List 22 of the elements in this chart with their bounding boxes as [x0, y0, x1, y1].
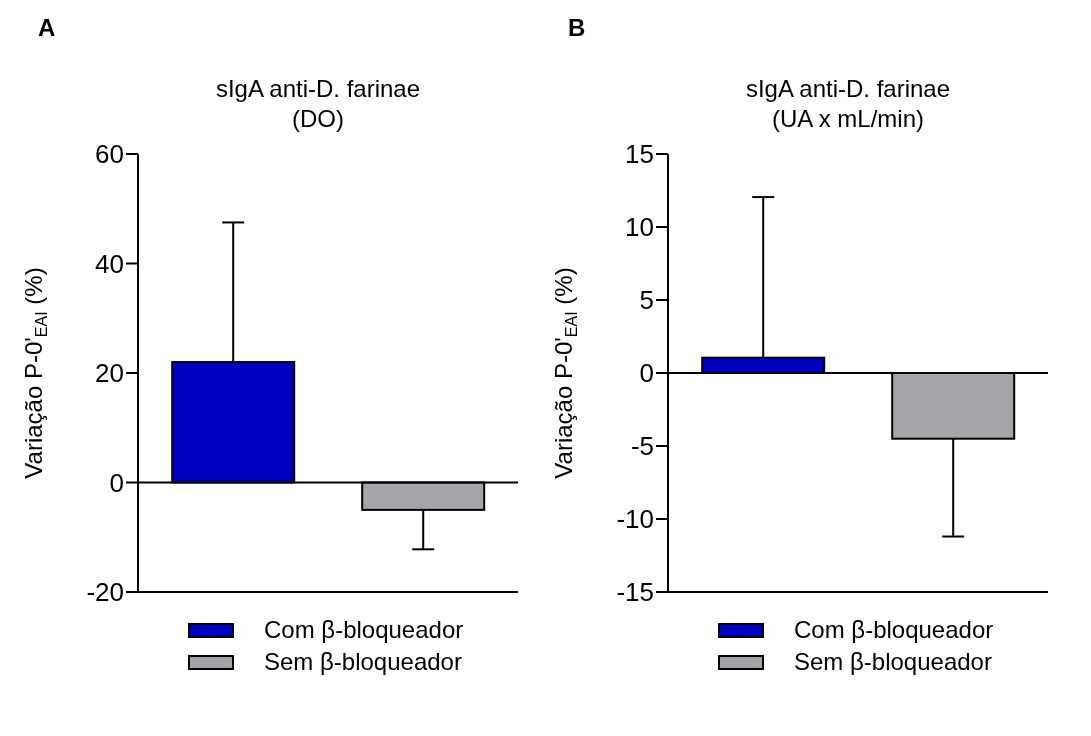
- chart-subtitle: (UA x mL/min): [771, 104, 925, 134]
- y-tick-label: 0: [639, 358, 654, 389]
- legend-label: Sem β-bloqueador: [264, 648, 462, 676]
- text: A: [38, 14, 56, 42]
- text: B: [568, 14, 586, 42]
- legend-label: Com β-bloqueador: [794, 616, 994, 644]
- y-tick-label: -5: [630, 431, 654, 462]
- chart-subtitle: (DO): [291, 104, 345, 134]
- legend-label: Com β-bloqueador: [264, 616, 464, 644]
- y-tick-label: 0: [109, 467, 124, 498]
- y-tick-label: 5: [639, 285, 654, 316]
- y-tick-label: 60: [95, 139, 124, 170]
- y-tick-label: -20: [86, 577, 124, 608]
- y-tick-label: 10: [625, 212, 654, 243]
- chart-title: sIgA anti-D. farinae: [744, 74, 952, 104]
- y-tick-label: -10: [616, 504, 654, 535]
- y-tick-label: 20: [95, 358, 124, 389]
- y-tick-label: -15: [616, 577, 654, 608]
- legend-label: Sem β-bloqueador: [794, 648, 992, 676]
- y-tick-label: 40: [95, 248, 124, 279]
- y-tick-label: 15: [625, 139, 654, 170]
- chart-title: sIgA anti-D. farinae: [214, 74, 422, 104]
